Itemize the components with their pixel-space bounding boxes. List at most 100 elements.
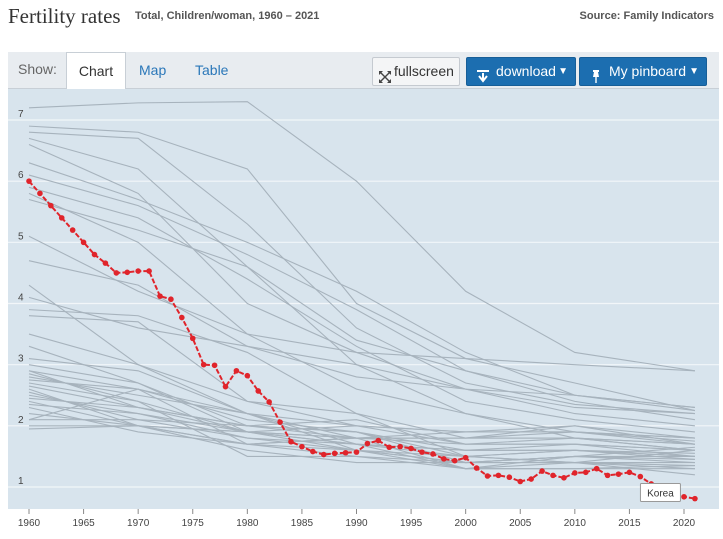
highlight-point[interactable]	[26, 178, 32, 184]
highlight-point[interactable]	[386, 444, 393, 451]
highlight-point[interactable]	[124, 269, 131, 276]
highlight-point[interactable]	[91, 251, 98, 258]
fullscreen-button[interactable]: fullscreen	[372, 57, 460, 86]
chart-title: Fertility rates	[8, 4, 121, 28]
highlight-point[interactable]	[375, 437, 382, 444]
pinboard-button[interactable]: My pinboard ▼	[579, 57, 707, 86]
x-tick-label: 2005	[509, 518, 532, 529]
highlight-point[interactable]	[244, 372, 251, 379]
series-label-box	[639, 483, 681, 503]
highlight-point[interactable]	[495, 472, 502, 479]
highlight-point[interactable]	[69, 227, 76, 233]
download-button[interactable]: download ▼	[466, 57, 576, 86]
highlight-point[interactable]	[572, 470, 578, 476]
highlight-point[interactable]	[451, 457, 458, 464]
highlight-point[interactable]	[135, 268, 141, 274]
y-tick-label: 4	[18, 293, 24, 304]
highlight-point[interactable]	[179, 314, 185, 321]
series-line[interactable]	[28, 131, 695, 415]
highlight-point[interactable]	[430, 451, 436, 457]
highlight-point[interactable]	[353, 449, 360, 455]
highlight-point[interactable]	[331, 450, 338, 457]
chart-area[interactable]: 1 2 3 4 5 6 7 1960 1965 1970 1975 1980 1985 1990 1995 2…	[8, 89, 719, 534]
highlight-point[interactable]	[692, 495, 698, 502]
series-line[interactable]	[28, 174, 695, 421]
series-line[interactable]	[28, 125, 696, 412]
highlight-point[interactable]	[146, 268, 152, 274]
highlight-point[interactable]	[288, 438, 294, 445]
highlight-point[interactable]	[299, 443, 305, 450]
x-axis-band	[8, 509, 719, 534]
highlight-point[interactable]	[517, 478, 524, 485]
show-label: Show:	[18, 61, 57, 77]
highlight-point[interactable]	[200, 361, 207, 368]
highlight-point[interactable]	[528, 476, 534, 482]
y-tick-label: 1	[18, 476, 24, 487]
tab-chart[interactable]: Chart	[66, 52, 126, 90]
x-tick-label: 2000	[455, 518, 478, 529]
highlight-point[interactable]	[168, 296, 174, 303]
series-line[interactable]	[28, 235, 695, 372]
tab-table[interactable]: Table	[195, 62, 229, 78]
highlight-point[interactable]	[266, 399, 272, 405]
x-tick-label: 1985	[291, 518, 314, 529]
highlight-point[interactable]	[58, 215, 65, 221]
fullscreen-icon	[379, 65, 391, 83]
highlight-point[interactable]	[277, 419, 283, 425]
highlight-point[interactable]	[48, 202, 54, 209]
series-line[interactable]	[28, 388, 695, 457]
download-label: download	[496, 63, 556, 79]
highlight-point[interactable]	[342, 449, 349, 456]
highlight-point[interactable]	[419, 449, 425, 455]
x-tick-label: 2020	[673, 518, 696, 529]
source-label: Source: Family Indicators	[579, 10, 714, 22]
highlight-point[interactable]	[310, 448, 316, 455]
series-line[interactable]	[28, 186, 695, 433]
highlight-point[interactable]	[582, 469, 589, 476]
series-line[interactable]	[28, 260, 695, 409]
series-line[interactable]	[28, 101, 695, 372]
highlight-point[interactable]	[157, 293, 163, 299]
x-tick-label: 1960	[18, 518, 41, 529]
highlight-point[interactable]	[37, 190, 43, 197]
y-tick-label: 6	[18, 170, 24, 181]
highlight-point[interactable]	[189, 335, 196, 342]
highlight-point[interactable]	[441, 456, 447, 462]
y-tick-label: 5	[18, 231, 24, 242]
fertility-line-chart[interactable]: 1 2 3 4 5 6 7 1960 1965 1970 1975 1980 1985 1990 1995 2…	[8, 89, 719, 534]
highlight-point[interactable]	[561, 475, 567, 481]
highlight-point[interactable]	[637, 473, 644, 480]
highlight-point[interactable]	[462, 454, 469, 461]
highlight-point[interactable]	[80, 239, 87, 246]
chart-toolbar: Show: Chart Map Table fullscreen downloa…	[8, 52, 719, 90]
highlight-point[interactable]	[593, 465, 600, 472]
pin-icon	[590, 65, 602, 83]
highlight-point[interactable]	[604, 472, 611, 479]
highlight-point[interactable]	[615, 471, 622, 477]
highlight-point[interactable]	[102, 260, 109, 266]
highlight-point[interactable]	[506, 474, 513, 481]
x-tick-label: 1965	[72, 518, 95, 529]
series-line[interactable]	[28, 345, 695, 464]
highlight-point[interactable]	[539, 468, 545, 474]
highlight-point[interactable]	[550, 472, 556, 479]
highlight-point[interactable]	[364, 440, 371, 447]
highlight-point[interactable]	[222, 383, 229, 390]
highlight-point[interactable]	[408, 445, 414, 452]
highlight-point[interactable]	[113, 270, 120, 276]
highlight-point[interactable]	[473, 465, 480, 471]
highlight-point[interactable]	[484, 473, 491, 479]
download-icon	[477, 65, 489, 83]
highlight-point[interactable]	[397, 443, 403, 450]
highlight-point[interactable]	[320, 451, 327, 458]
fullscreen-label: fullscreen	[394, 63, 454, 79]
highlight-point[interactable]	[211, 362, 218, 369]
highlight-point[interactable]	[626, 469, 633, 476]
tab-map[interactable]: Map	[139, 62, 167, 78]
highlight-point[interactable]	[233, 367, 240, 374]
highlight-point[interactable]	[255, 388, 262, 394]
x-tick-label: 1975	[182, 518, 205, 529]
chevron-down-icon: ▼	[689, 66, 699, 77]
highlight-point[interactable]	[681, 493, 687, 500]
x-tick-label: 1970	[127, 518, 150, 529]
